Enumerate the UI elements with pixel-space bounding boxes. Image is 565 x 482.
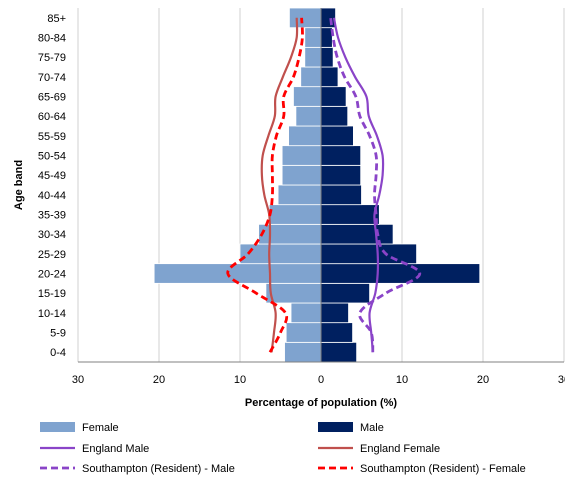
- female-bar: [288, 125, 322, 147]
- y-tick-label: 70-74: [38, 72, 66, 84]
- y-axis-title: Age band: [13, 160, 25, 210]
- y-tick-label: 65-69: [38, 92, 66, 104]
- legend-label: England Male: [82, 443, 149, 455]
- male-bar: [320, 204, 380, 225]
- x-tick-label: 10: [396, 374, 408, 386]
- x-tick-label: 20: [477, 374, 489, 386]
- female-bar: [258, 223, 322, 245]
- female-bar: [239, 243, 322, 265]
- male-bar: [320, 105, 349, 127]
- y-tick-label: 45-49: [38, 170, 66, 182]
- y-tick-label: 10-14: [38, 308, 66, 320]
- male-bar: [320, 86, 347, 107]
- male-bar: [320, 322, 353, 343]
- legend-label: Southampton (Resident) - Female: [360, 463, 526, 475]
- y-tick-label: 0-4: [50, 347, 66, 359]
- male-bar: [320, 263, 481, 284]
- y-tick-label: 55-59: [38, 131, 66, 143]
- legend-swatch: [40, 422, 75, 432]
- male-bar: [320, 282, 370, 304]
- legend-item-southampton-male: Southampton (Resident) - Male: [40, 463, 235, 475]
- male-bar: [320, 7, 336, 29]
- male-bar: [320, 27, 333, 48]
- y-tick-label: 30-34: [38, 229, 66, 241]
- legend-label: England Female: [360, 443, 440, 455]
- x-tick-label: 20: [153, 374, 165, 386]
- legend-item-england-male: England Male: [40, 443, 149, 455]
- female-bar: [268, 204, 322, 225]
- y-tick-label: 15-19: [38, 288, 66, 300]
- legend-label: Female: [82, 422, 119, 434]
- axis-layer: 30 20 10 0 10 20 30 0-4 5-9 10-14 15-19 20-24 25-29 3…: [38, 8, 565, 386]
- england-male-line: [332, 17, 385, 353]
- southampton-resident-male-line: [329, 17, 422, 353]
- x-tick-label: 30: [558, 374, 565, 386]
- y-tick-label: 25-29: [38, 249, 66, 261]
- y-tick-label: 60-64: [38, 111, 66, 123]
- legend: Female Male England Male England Female Sout…: [40, 422, 526, 475]
- male-bar: [320, 243, 417, 265]
- x-axis-title: Percentage of population (%): [245, 397, 398, 409]
- legend-swatch: [318, 422, 353, 432]
- male-bar: [320, 223, 394, 245]
- legend-item-england-female: England Female: [318, 443, 440, 455]
- female-bar: [300, 66, 322, 88]
- female-bar: [304, 46, 322, 68]
- male-bar: [320, 125, 354, 147]
- legend-item-southampton-female: Southampton (Resident) - Female: [318, 463, 526, 475]
- female-bar: [285, 322, 322, 343]
- male-bar: [320, 145, 362, 166]
- y-tick-label: 35-39: [38, 210, 66, 222]
- southampton-resident-female-line: [226, 17, 304, 353]
- male-bar: [320, 66, 339, 88]
- y-tick-label: 80-84: [38, 33, 66, 45]
- legend-item-female: Female: [40, 422, 119, 434]
- female-bar: [289, 7, 322, 29]
- male-bar: [320, 184, 362, 206]
- male-bar: [320, 302, 349, 324]
- female-bar: [277, 184, 322, 206]
- england-female-line: [260, 17, 299, 353]
- female-bar: [281, 145, 322, 166]
- y-tick-label: 20-24: [38, 269, 66, 281]
- legend-label: Southampton (Resident) - Male: [82, 463, 235, 475]
- female-bar: [265, 282, 322, 304]
- legend-label: Male: [360, 422, 384, 434]
- y-tick-label: 40-44: [38, 190, 66, 202]
- male-bar: [320, 46, 334, 68]
- female-bar: [290, 302, 322, 324]
- female-bar: [295, 105, 322, 127]
- bar-layer: [153, 7, 481, 363]
- y-tick-label: 85+: [47, 13, 66, 25]
- y-tick-label: 50-54: [38, 151, 66, 163]
- female-bar: [293, 86, 322, 107]
- female-bar: [284, 341, 322, 363]
- male-bar: [320, 164, 362, 186]
- legend-item-male: Male: [318, 422, 384, 434]
- y-tick-label: 75-79: [38, 52, 66, 64]
- female-bar: [281, 164, 322, 186]
- y-tick-label: 5-9: [50, 328, 66, 340]
- x-tick-label: 0: [318, 374, 324, 386]
- female-bar: [304, 27, 322, 48]
- x-tick-label: 10: [234, 374, 246, 386]
- male-bar: [320, 341, 358, 363]
- line-layer: [226, 17, 422, 353]
- x-tick-label: 30: [72, 374, 84, 386]
- female-bar: [153, 263, 322, 284]
